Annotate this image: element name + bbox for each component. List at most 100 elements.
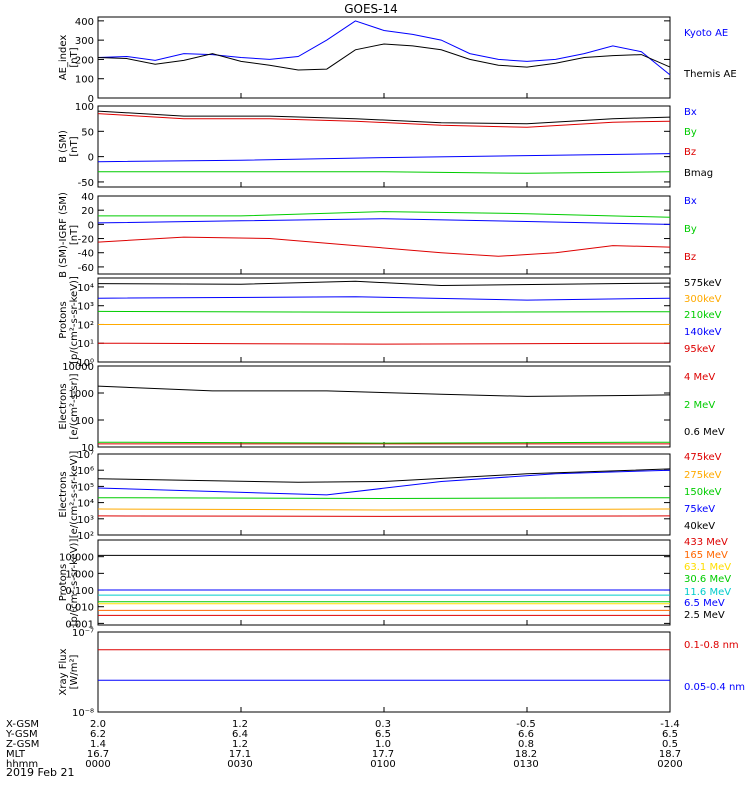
panel-bsm: -50 0 50 100 B (SM)[nT] Bx By Bz Bmag [58, 102, 713, 189]
x-table-value: 6.6 [518, 729, 534, 740]
y-axis-label: Protons[p/(cm²-s-sr-keV)] [58, 539, 80, 627]
legend-entry: Bz [684, 147, 696, 158]
x-table-value: 0.3 [375, 719, 391, 730]
series-line-150keV [97, 497, 671, 500]
legend-entry: 2.5 MeV [684, 610, 725, 621]
y-axis-label-line: B (SM) [58, 130, 69, 163]
chart-title: GOES-14 [344, 2, 398, 16]
series-line-Bx [97, 153, 671, 163]
y-axis-label-line: Protons [58, 564, 69, 601]
y-axis-label-line: Protons [58, 301, 69, 338]
y-tick-label: 10⁻⁸ [72, 708, 94, 719]
x-table-row-label: MLT [6, 749, 26, 760]
y-tick-label: 10³ [77, 302, 94, 313]
legend-entry: Kyoto AE [684, 28, 728, 39]
legend-entry: 75keV [684, 504, 715, 515]
x-table-value: -0.5 [516, 719, 536, 730]
x-table-value: 0030 [227, 759, 252, 770]
y-tick-label: -40 [78, 249, 94, 260]
y-axis-label-line: Electrons [58, 383, 69, 429]
series-line-By [98, 171, 671, 174]
y-axis-label-line: [nT] [69, 225, 80, 245]
y-axis-label: Electrons[e/(cm²-s-sr-keV)] [58, 451, 80, 539]
y-tick-label: 0 [88, 94, 94, 105]
x-axis-table: X-GSM 2.0 1.2 0.3 -0.5 -1.4 Y-GSM 6.2 6.4 6.5 6.6 6… [5, 719, 683, 770]
y-tick-label: 10² [77, 531, 94, 542]
y-tick-label: 0.010 [65, 603, 94, 614]
legend-entry: 63.1 MeV [684, 562, 731, 573]
x-table-value: 16.7 [87, 749, 109, 760]
legend-entry: 0.1-0.8 nm [684, 640, 739, 651]
legend-entry: 6.5 MeV [684, 598, 725, 609]
x-table-value: 2.0 [90, 719, 106, 730]
date-label: 2019 Feb 21 [6, 766, 74, 779]
legend-entry: By [684, 224, 697, 235]
y-tick-label: 50 [81, 127, 94, 138]
y-axis-label-line: [nT] [69, 136, 80, 156]
y-tick-label: 10.000 [59, 553, 94, 564]
legend-entry: 2 MeV [684, 400, 715, 411]
series-line-95keV [97, 342, 671, 345]
series-line-275keV [97, 508, 671, 511]
legend-entry: 275keV [684, 470, 722, 481]
y-axis-label-line: [nT] [69, 47, 80, 67]
y-tick-label: 10 [81, 443, 94, 454]
y-axis-label-line: [W/m²] [69, 654, 80, 689]
x-table-value: 1.0 [375, 739, 391, 750]
x-table-value: 1.2 [232, 739, 248, 750]
series-line-By [98, 211, 671, 218]
series-line-75keV [97, 469, 671, 496]
x-table-value: 6.5 [662, 729, 678, 740]
x-table-value: 17.1 [229, 749, 251, 760]
y-tick-label: 10⁵ [77, 482, 94, 493]
y-tick-label: 1000 [69, 389, 94, 400]
series-line-140keV [97, 296, 671, 301]
y-axis-label: AE_index[nT] [58, 35, 80, 81]
y-axis-label-line: [p/(cm²-s-sr-keV)] [69, 539, 80, 627]
x-table-value: 6.2 [90, 729, 106, 740]
panel-protons2: 0.001 0.010 0.100 1.000 10.000Protons[p/(cm²… [58, 537, 731, 630]
y-axis-label-line: Xray Flux [58, 648, 69, 695]
x-table-row-label: Y-GSM [5, 729, 38, 740]
panel-ae: 0 100 200 300 400 AE_index[nT] Kyoto AE Themis … [58, 16, 737, 105]
y-tick-label: 0.100 [65, 586, 94, 597]
legend-entry: Bz [684, 252, 696, 263]
x-table-value: 0130 [513, 759, 538, 770]
legend-entry: Bx [684, 196, 697, 207]
y-tick-label: 10³ [77, 515, 94, 526]
y-tick-label: 10⁰ [77, 358, 94, 369]
y-tick-label: 10⁴ [77, 283, 94, 294]
series-line-2 MeV [97, 441, 671, 444]
y-tick-label: 0 [88, 220, 94, 231]
legend-entry: 433 MeV [684, 537, 728, 548]
panel-protons1: 10⁰10¹10²10³10⁴Protons[p/(cm²-s-sr-keV)]… [58, 276, 722, 369]
y-tick-label: 0.001 [65, 619, 94, 630]
y-tick-label: 400 [75, 17, 94, 28]
y-axis-label-line: Electrons [58, 471, 69, 517]
legend-entry: 475keV [684, 452, 722, 463]
series-line-40keV [97, 468, 671, 483]
y-axis-label: B (SM)[nT] [58, 130, 80, 163]
y-tick-label: 100 [75, 416, 94, 427]
x-table-value: 0.5 [662, 739, 678, 750]
y-tick-label: 100 [75, 75, 94, 86]
y-axis-label: Xray Flux[W/m²] [58, 648, 80, 695]
y-axis-label: Electrons[e/(cm²-s-sr)] [58, 373, 80, 439]
legend-entry: Bmag [684, 168, 713, 179]
legend-entry: 140keV [684, 327, 722, 338]
x-table-value: 18.2 [515, 749, 537, 760]
legend-entry: By [684, 127, 697, 138]
y-tick-label: -60 [78, 263, 94, 274]
legend-entry: 575keV [684, 278, 722, 289]
legend-entry: 95keV [684, 344, 715, 355]
y-tick-label: 10⁶ [77, 466, 94, 477]
legend-entry: 150keV [684, 487, 722, 498]
x-table-value: 0.8 [518, 739, 534, 750]
y-tick-label: 10⁴ [77, 499, 94, 510]
y-tick-label: 10² [77, 320, 94, 331]
y-tick-label: 200 [75, 55, 94, 66]
y-tick-label: 10¹ [77, 339, 94, 350]
y-tick-label: 10⁻⁷ [72, 628, 94, 639]
y-tick-label: -50 [78, 178, 94, 189]
